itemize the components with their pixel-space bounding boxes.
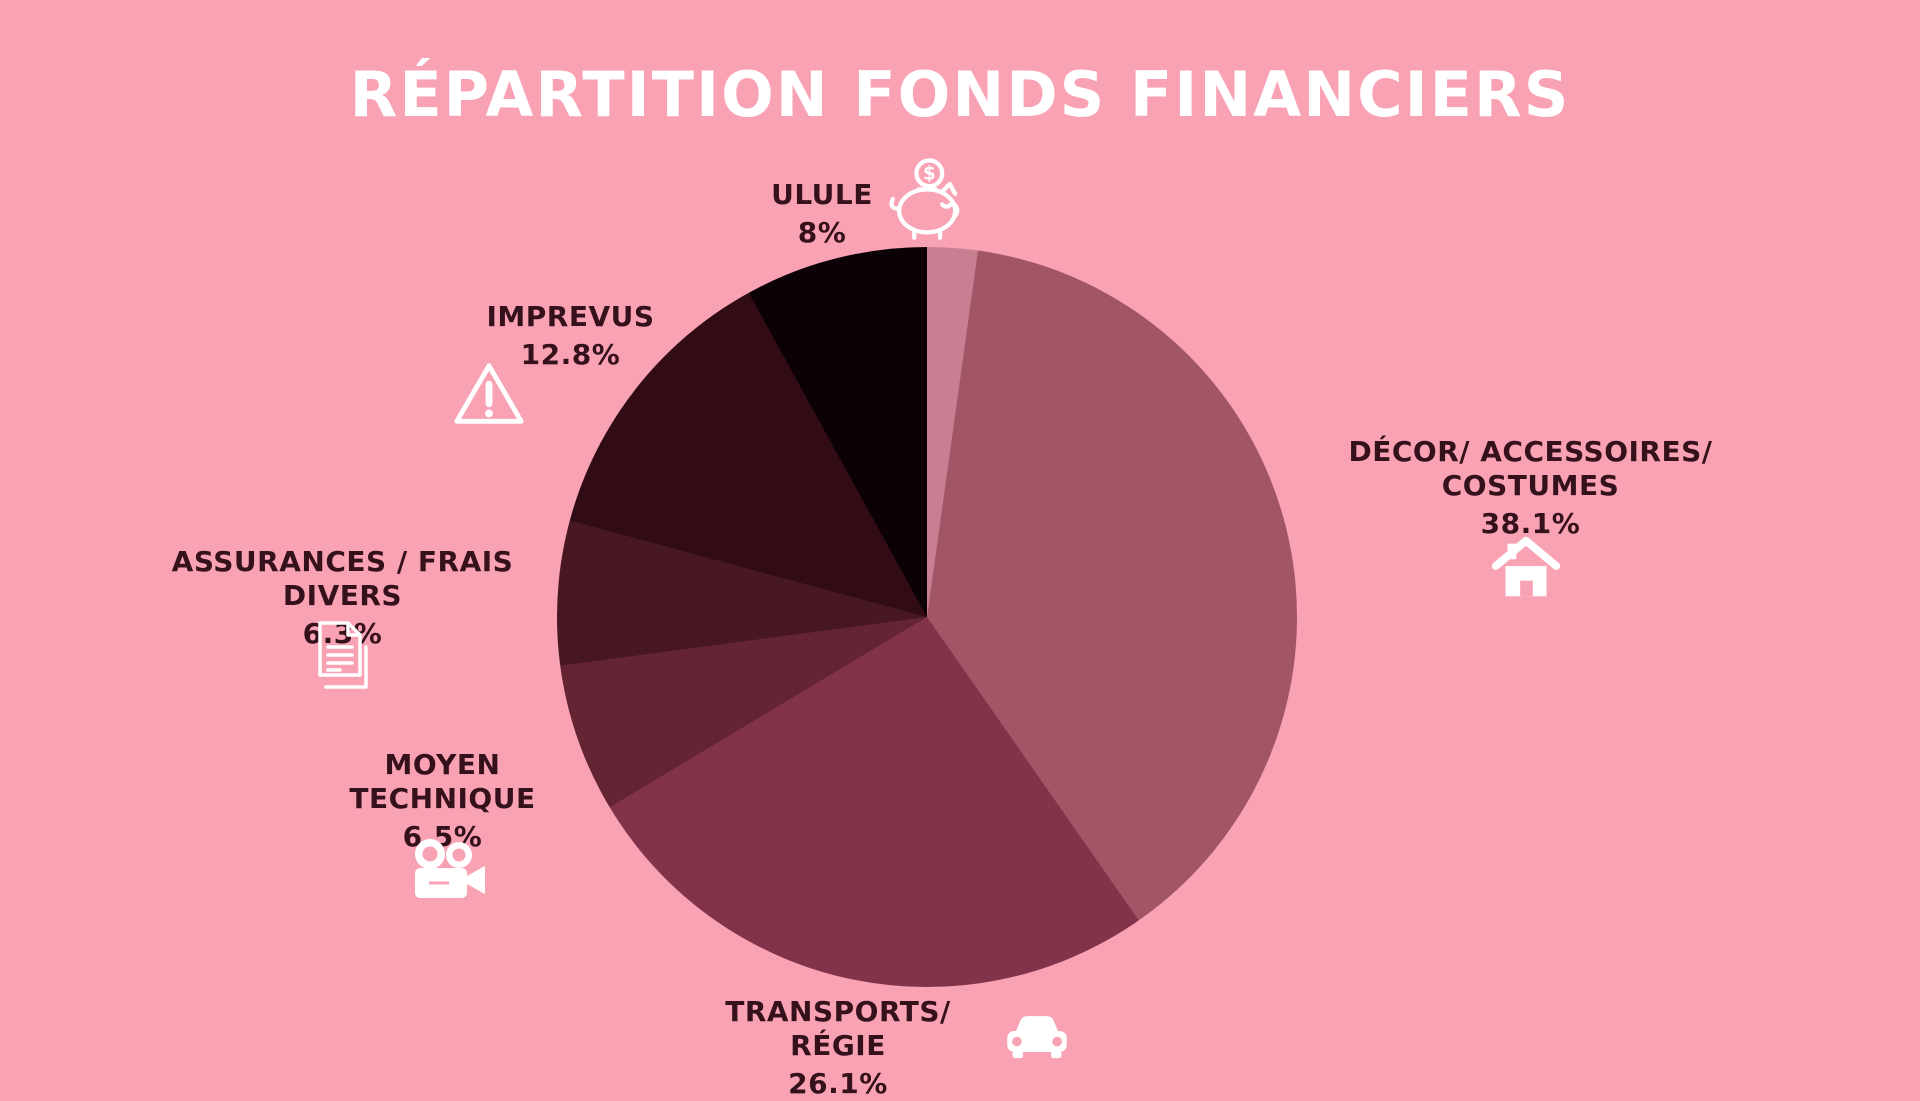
callout-ulule: ULULE 8%	[762, 178, 882, 250]
slice-label: DÉCOR/ ACCESSOIRES/ COSTUMES	[1348, 435, 1713, 503]
svg-text:$: $	[923, 164, 936, 185]
callout-imprevus: IMPREVUS 12.8%	[428, 300, 713, 372]
documents-icon	[302, 612, 382, 694]
slice-label: ASSURANCES / FRAIS DIVERS	[171, 545, 514, 613]
piggy-bank-icon: $	[882, 154, 968, 242]
slice-percentage: 12.8%	[520, 338, 621, 372]
callout-transports: TRANSPORTS/ RÉGIE 26.1%	[678, 995, 998, 1101]
slice-percentage: 38.1%	[1480, 507, 1581, 541]
slice-label: ULULE	[771, 178, 873, 211]
warning-triangle-icon	[450, 355, 528, 433]
video-camera-icon	[405, 838, 489, 904]
slice-label: TRANSPORTS/ RÉGIE	[725, 995, 951, 1063]
slice-percentage: 8%	[797, 216, 847, 250]
house-icon	[1487, 528, 1565, 608]
slice-percentage: 26.1%	[788, 1067, 888, 1101]
car-icon	[1002, 1000, 1072, 1062]
page-title: RÉPARTITION FONDS FINANCIERS	[349, 58, 1571, 131]
slice-label: IMPREVUS	[486, 300, 655, 333]
callout-assurances: ASSURANCES / FRAIS DIVERS 6.3%	[125, 545, 560, 651]
callout-moyen-technique: MOYEN TECHNIQUE 6.5%	[295, 748, 590, 854]
slice-label: MOYEN TECHNIQUE	[349, 748, 536, 816]
pie-chart	[557, 247, 1297, 987]
callout-decor: DÉCOR/ ACCESSOIRES/ COSTUMES 38.1%	[1278, 435, 1783, 541]
